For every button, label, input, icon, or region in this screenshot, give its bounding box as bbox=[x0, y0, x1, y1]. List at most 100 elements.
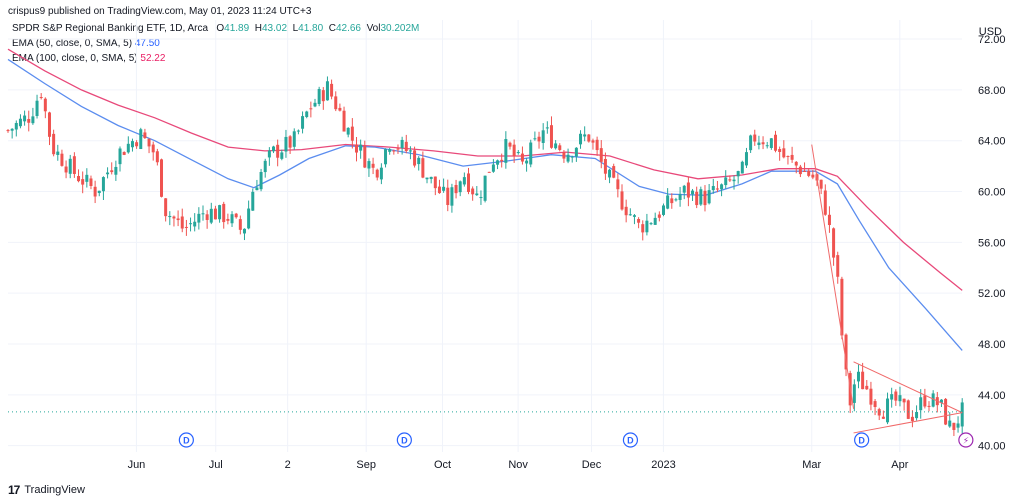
candle-body bbox=[342, 110, 346, 132]
ohlc-c-value: 42.66 bbox=[335, 23, 361, 34]
candle-body bbox=[591, 140, 595, 143]
candle-body bbox=[939, 399, 943, 403]
candle-body bbox=[803, 171, 807, 173]
symbol-legend[interactable]: SPDR S&P Regional Banking ETF, 1D, Arca … bbox=[12, 23, 419, 34]
ema50-label: EMA (50, close, 0, SMA, 5) bbox=[12, 38, 133, 49]
footer-brand[interactable]: 17 TradingView bbox=[8, 483, 85, 497]
candle-body bbox=[292, 131, 296, 147]
candle-body bbox=[197, 213, 201, 223]
candle-body bbox=[533, 138, 537, 140]
candle-body bbox=[429, 176, 433, 179]
trendline bbox=[811, 144, 855, 409]
candle-body bbox=[798, 166, 802, 175]
candle-body bbox=[396, 148, 400, 150]
candle-body bbox=[906, 400, 910, 419]
candle-body bbox=[952, 422, 956, 430]
event-marker-label: ⚡ bbox=[963, 436, 969, 446]
candle-body bbox=[421, 158, 425, 178]
candle-body bbox=[433, 176, 437, 189]
candle-body bbox=[10, 128, 14, 131]
candle-body bbox=[251, 191, 255, 211]
candle-body bbox=[126, 143, 130, 153]
candle-body bbox=[122, 152, 126, 155]
candle-body bbox=[865, 385, 869, 390]
x-tick-label: Mar bbox=[802, 459, 821, 471]
candle-body bbox=[114, 166, 118, 175]
candle-body bbox=[230, 214, 234, 224]
grid-lines bbox=[8, 20, 962, 452]
candle-body bbox=[487, 171, 491, 173]
candle-body bbox=[960, 402, 964, 427]
candle-body bbox=[164, 198, 168, 217]
candle-body bbox=[255, 187, 259, 191]
x-tick-label: Sep bbox=[356, 459, 376, 471]
event-marker-label: D bbox=[858, 436, 865, 446]
candle-body bbox=[881, 416, 885, 419]
candle-body bbox=[155, 151, 159, 163]
symbol-title: SPDR S&P Regional Banking ETF, 1D, Arca bbox=[12, 23, 209, 34]
candle-body bbox=[458, 181, 462, 193]
candle-body bbox=[711, 186, 715, 191]
candle-body bbox=[442, 186, 446, 191]
dividend-event-icon bbox=[622, 432, 639, 448]
candle-body bbox=[786, 155, 790, 157]
candle-body bbox=[910, 416, 914, 422]
candle-body bbox=[68, 158, 72, 174]
x-tick-label: Oct bbox=[434, 459, 451, 471]
ema100-legend[interactable]: EMA (100, close, 0, SMA, 5) 52.22 bbox=[12, 53, 165, 64]
candle-body bbox=[47, 112, 51, 137]
candle-body bbox=[840, 278, 844, 336]
candle-body bbox=[14, 122, 18, 130]
ohlc-o-value: 41.89 bbox=[224, 23, 250, 34]
candle-body bbox=[226, 218, 230, 221]
ohlc-o-label: O bbox=[216, 23, 225, 34]
candles-layer bbox=[6, 76, 964, 437]
candle-body bbox=[413, 150, 417, 166]
ema50-legend[interactable]: EMA (50, close, 0, SMA, 5) 47.50 bbox=[12, 38, 160, 49]
y-tick-label: 72.00 bbox=[978, 34, 1006, 46]
candle-body bbox=[384, 149, 388, 165]
event-marker-label: D bbox=[183, 436, 190, 446]
candle-body bbox=[259, 171, 263, 190]
candle-body bbox=[554, 143, 558, 149]
candle-body bbox=[52, 133, 56, 155]
candle-body bbox=[325, 81, 329, 101]
candle-body bbox=[371, 163, 375, 168]
candle-body bbox=[686, 182, 690, 198]
candle-body bbox=[479, 197, 483, 199]
candle-body bbox=[695, 191, 699, 206]
candle-body bbox=[359, 144, 363, 151]
candle-body bbox=[330, 83, 334, 97]
candle-body bbox=[736, 171, 740, 177]
candle-body bbox=[350, 126, 354, 141]
candle-body bbox=[728, 179, 732, 181]
ema100-line bbox=[7, 48, 963, 291]
candle-body bbox=[587, 134, 591, 142]
event-marker-label: D bbox=[627, 436, 634, 446]
ema100-label: EMA (100, close, 0, SMA, 5) bbox=[12, 53, 138, 64]
candle-body bbox=[915, 412, 919, 419]
candle-body bbox=[525, 160, 529, 164]
candle-body bbox=[852, 384, 856, 403]
candle-body bbox=[205, 214, 209, 220]
candle-body bbox=[508, 142, 512, 147]
candle-body bbox=[877, 409, 881, 416]
candle-body bbox=[836, 255, 840, 277]
candle-body bbox=[18, 118, 22, 127]
dividend-event-icon bbox=[178, 432, 194, 448]
candle-body bbox=[39, 97, 43, 99]
candle-body bbox=[856, 371, 860, 382]
candle-body bbox=[222, 203, 226, 223]
candle-body bbox=[956, 423, 960, 428]
y-tick-label: 68.00 bbox=[978, 85, 1006, 97]
candle-body bbox=[902, 398, 906, 403]
candle-body bbox=[504, 139, 508, 163]
candle-body bbox=[500, 159, 504, 162]
candle-body bbox=[213, 208, 217, 220]
y-tick-label: 64.00 bbox=[978, 136, 1006, 148]
candle-body bbox=[761, 142, 765, 145]
candle-body bbox=[450, 187, 454, 206]
candle-body bbox=[462, 177, 466, 185]
candle-body bbox=[147, 138, 151, 147]
